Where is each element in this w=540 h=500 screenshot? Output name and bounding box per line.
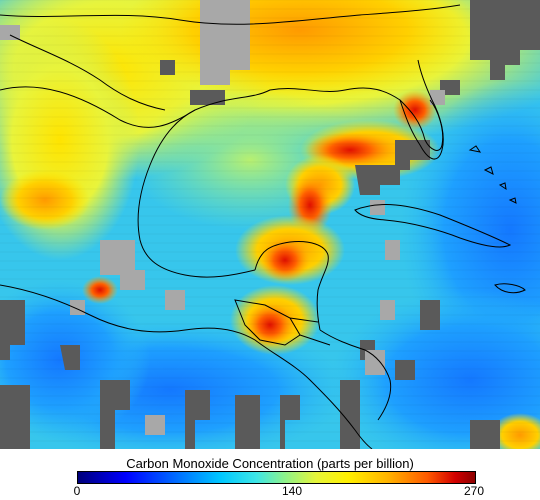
central-america-borders (234, 299, 331, 346)
florida-peninsula-outline (399, 59, 444, 160)
caribbean-coast-outline (319, 329, 392, 421)
yucatan-outline (254, 241, 329, 331)
colorbar-title: Carbon Monoxide Concentration (parts per… (126, 456, 414, 471)
co-concentration-map (0, 0, 540, 449)
cuba-outline (354, 204, 512, 248)
mexico-border (9, 34, 166, 111)
us-inland-border (0, 4, 461, 25)
colorbar-tick-min: 0 (73, 484, 81, 498)
no-data-cells-dark (0, 0, 540, 449)
jamaica-outline (494, 283, 526, 294)
colorbar-tick-max: 270 (463, 484, 485, 498)
map-layer (0, 0, 540, 449)
colorbar-tick-mid: 140 (281, 484, 303, 498)
pacific-coast-outline (0, 284, 373, 449)
colorbar-legend: Carbon Monoxide Concentration (parts per… (0, 449, 540, 500)
texas-mexico-coast-outline (137, 109, 256, 278)
no-data-cells-light (0, 0, 445, 435)
coastlines (0, 4, 526, 449)
bahamas-outline (468, 145, 517, 204)
gulf-coast-outline (0, 86, 444, 151)
concentration-field (0, 0, 540, 449)
colorbar-gradient (77, 471, 476, 484)
